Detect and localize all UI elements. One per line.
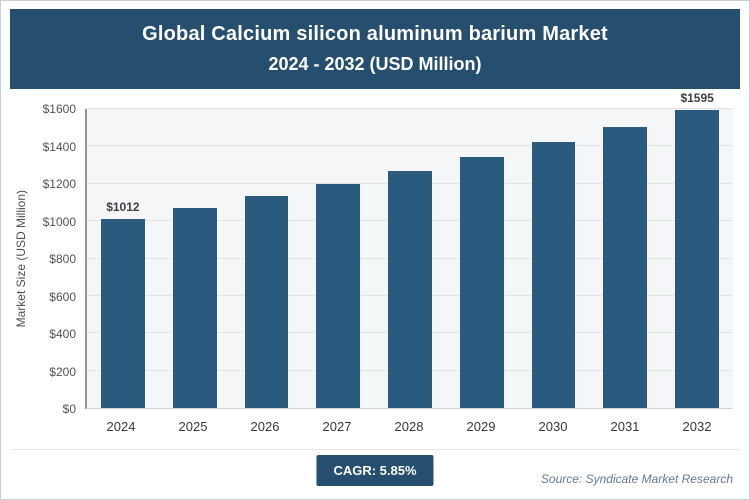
x-axis-label: 2027	[322, 419, 352, 434]
x-axis-label: 2031	[610, 419, 640, 434]
y-tick-label: $1400	[42, 139, 76, 154]
y-tick-label: $1200	[42, 177, 76, 191]
bar	[388, 170, 432, 408]
chart-title-line2: 2024 - 2032 (USD Million)	[268, 54, 482, 74]
chart-footer: CAGR: 5.85% Source: Syndicate Market Res…	[1, 443, 749, 499]
chart-header: Global Calcium silicon aluminum barium M…	[10, 9, 740, 89]
gridline	[87, 145, 733, 147]
x-axis-label: 2026	[250, 419, 280, 434]
y-tick-label: $1000	[42, 214, 76, 229]
bar	[675, 109, 720, 408]
y-tick-label: $400	[49, 327, 76, 341]
bar-value-label: $1012	[106, 199, 140, 214]
bar-value-label: $1595	[680, 90, 714, 105]
bar	[101, 218, 145, 408]
x-axis-label: 2030	[538, 419, 568, 434]
y-axis-tick-labels: $1600 $1400 $1200 $1000 $800 $600 $400 $200 $0	[33, 102, 85, 416]
x-axis-label: 2024	[106, 419, 136, 434]
y-tick-label: $800	[49, 252, 76, 266]
y-tick-label: $600	[49, 289, 76, 304]
y-tick-label: $200	[49, 364, 76, 379]
x-axis-label: 2032	[682, 419, 712, 434]
x-axis-label: 2029	[466, 419, 496, 434]
chart-title-line1: Global Calcium silicon aluminum barium M…	[142, 23, 608, 45]
source-attribution: Source: Syndicate Market Research	[540, 472, 733, 486]
bar	[244, 196, 289, 408]
cagr-badge: CAGR: 5.85%	[316, 455, 434, 486]
bar	[172, 207, 217, 408]
bar-2024: $1012	[87, 109, 159, 408]
x-axis-tick-labels: 2024 2025 2026 2027 2028 2029 2030 2031 2032	[85, 409, 733, 439]
x-axis-label: 2025	[178, 419, 208, 434]
x-axis-label: 2028	[394, 419, 424, 434]
y-tick-label: $1600	[42, 102, 76, 116]
bar	[459, 156, 504, 408]
bar-chart: Market Size (USD Million) $1600 $1400 $120…	[1, 89, 749, 443]
plot-area: $1012 $1595	[85, 91, 733, 409]
bar-2032: $1595	[661, 91, 733, 408]
bar-2030	[518, 109, 590, 408]
bar	[531, 142, 576, 408]
bar-2028	[374, 109, 446, 408]
y-axis-title: Market Size (USD Million)	[14, 190, 28, 328]
bar-2026	[231, 109, 303, 408]
y-tick-label: $0	[62, 402, 76, 416]
bar-2031	[589, 109, 661, 408]
bar-2027	[302, 109, 374, 408]
y-axis-title-wrap: Market Size (USD Million)	[9, 109, 33, 409]
bar-2025	[159, 109, 231, 408]
bar	[316, 183, 361, 408]
bar-2029	[446, 109, 518, 408]
bars-container: $1012 $1595	[87, 91, 733, 408]
bar	[603, 126, 648, 408]
gridline	[87, 108, 733, 109]
footer-divider	[11, 449, 739, 450]
